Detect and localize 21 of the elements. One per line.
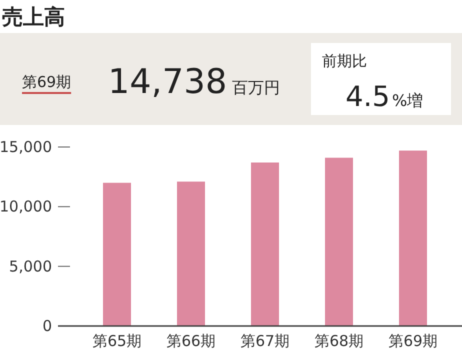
x-tick-label: 第66期 bbox=[166, 332, 216, 350]
bar bbox=[399, 150, 427, 326]
x-tick-label: 第65期 bbox=[92, 332, 142, 350]
y-tick-label: 5,000 bbox=[9, 257, 52, 276]
bar bbox=[103, 182, 131, 326]
text: 前期比 bbox=[322, 52, 367, 70]
bar bbox=[177, 182, 205, 326]
y-tick-label: 15,000 bbox=[0, 138, 52, 156]
text: 4.5 bbox=[345, 80, 390, 113]
bar bbox=[251, 162, 279, 326]
y-tick-label: 0 bbox=[42, 317, 52, 335]
x-tick-label: 第68期 bbox=[314, 332, 364, 350]
x-tick-label: 第67期 bbox=[240, 332, 290, 350]
text: 第69期 bbox=[22, 73, 72, 91]
x-tick-label: 第69期 bbox=[388, 332, 438, 350]
bar bbox=[325, 158, 353, 326]
text: 百万円 bbox=[232, 78, 280, 97]
text: 14,738 bbox=[108, 62, 227, 102]
y-tick-label: 10,000 bbox=[0, 198, 52, 216]
text: %増 bbox=[392, 91, 424, 110]
chart-title: 売上高 bbox=[2, 5, 65, 29]
